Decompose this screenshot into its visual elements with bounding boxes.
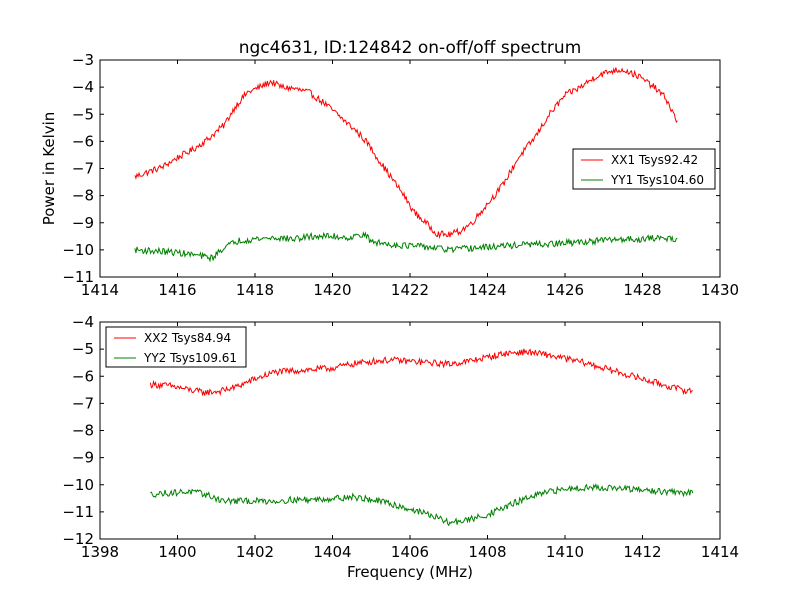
- x-tick-label: 1406: [391, 543, 429, 561]
- y-tick-label: −7: [72, 394, 94, 412]
- legend-box: [572, 148, 716, 190]
- figure-title: ngc4631, ID:124842 on-off/off spectrum: [239, 38, 582, 58]
- y-tick-label: −4: [72, 78, 94, 96]
- legend-label-2: YY2 Tsys109.61: [143, 351, 237, 365]
- legend-label-1: XX2 Tsys84.94: [144, 331, 231, 345]
- x-tick-label: 1430: [701, 281, 739, 299]
- y-tick-label: −6: [72, 367, 94, 385]
- legend-box: [105, 326, 247, 368]
- y-tick-label: −3: [72, 51, 94, 69]
- x-tick-label: 1402: [236, 543, 274, 561]
- x-tick-label: 1398: [81, 543, 119, 561]
- x-tick-label: 1404: [313, 543, 351, 561]
- x-tick-label: 1414: [81, 281, 119, 299]
- x-tick-label: 1418: [236, 281, 274, 299]
- x-tick-label: 1410: [546, 543, 584, 561]
- x-tick-label: 1408: [468, 543, 506, 561]
- x-axis-label: Frequency (MHz): [347, 563, 473, 581]
- y-tick-label: −5: [72, 340, 94, 358]
- y-tick-label: −11: [62, 503, 94, 521]
- y-tick-label: −6: [72, 132, 94, 150]
- y-tick-label: −8: [72, 187, 94, 205]
- legend: XX1 Tsys92.42 YY1 Tsys104.60: [572, 148, 716, 190]
- y-tick-label: −12: [62, 530, 94, 548]
- x-tick-label: 1400: [158, 543, 196, 561]
- y-tick-label: −4: [72, 313, 94, 331]
- x-tick-label: 1412: [623, 543, 661, 561]
- series-line-1: [149, 348, 693, 397]
- y-tick-label: −9: [72, 449, 94, 467]
- x-tick-label: 1414: [701, 543, 739, 561]
- x-tick-label: 1420: [313, 281, 351, 299]
- x-tick-label: 1416: [158, 281, 196, 299]
- y-tick-label: −7: [72, 160, 94, 178]
- y-tick-label: −11: [62, 268, 94, 286]
- x-tick-label: 1426: [546, 281, 584, 299]
- y-tick-label: −8: [72, 422, 94, 440]
- series-line-2: [150, 482, 694, 527]
- legend-label-1: XX1 Tsys92.42: [611, 153, 698, 167]
- x-tick-label: 1422: [391, 281, 429, 299]
- bottom-subplot: 1398 1400 1402 1404 1406 1408 1410 1412 1414 −4 −5…: [62, 313, 739, 581]
- y-axis-label: Power in Kelvin: [40, 112, 58, 226]
- x-tick-label: 1424: [468, 281, 506, 299]
- legend-label-2: YY1 Tsys104.60: [610, 173, 704, 187]
- y-tick-label: −9: [72, 214, 94, 232]
- series-line-2: [134, 231, 678, 263]
- x-tick-label: 1428: [623, 281, 661, 299]
- y-tick-label: −10: [62, 241, 94, 259]
- top-subplot: 1414 1416 1418 1420 1422 1424 1426 1428 1430 −3 −4…: [40, 51, 739, 299]
- series-line-1: [134, 67, 678, 240]
- y-tick-label: −5: [72, 105, 94, 123]
- y-tick-label: −10: [62, 476, 94, 494]
- legend: XX2 Tsys84.94 YY2 Tsys109.61: [105, 326, 247, 368]
